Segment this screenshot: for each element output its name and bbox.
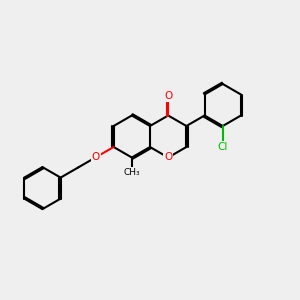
Text: O: O [164, 91, 172, 101]
Text: CH₃: CH₃ [124, 168, 140, 177]
Text: Cl: Cl [218, 142, 228, 152]
Text: O: O [92, 152, 100, 162]
Text: O: O [164, 152, 172, 163]
